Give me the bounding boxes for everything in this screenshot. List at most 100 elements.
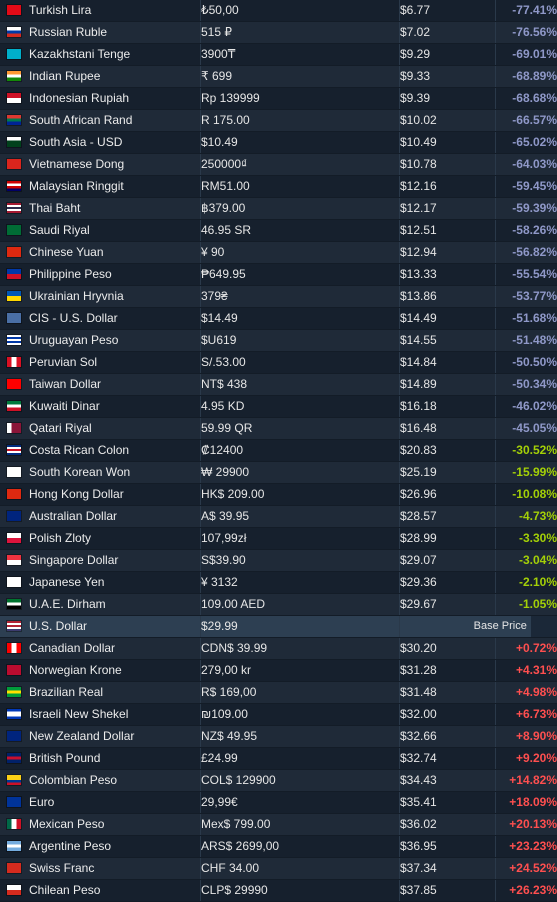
currency-name: Israeli New Shekel [29, 707, 128, 721]
price-difference: -10.08% [496, 484, 557, 506]
base-price-label: Base Price [470, 616, 532, 638]
currency-name: Taiwan Dollar [29, 377, 101, 391]
price-row: Thai Baht฿379.00$12.17-59.39% [0, 198, 557, 220]
price-difference: -30.52% [496, 440, 557, 462]
currency-name: CIS - U.S. Dollar [29, 311, 118, 325]
currency-name: Mexican Peso [29, 817, 104, 831]
usd-price: $30.20 [400, 638, 496, 660]
russia-flag-icon [7, 27, 21, 37]
price-difference: -58.26% [496, 220, 557, 242]
usd-price: $31.48 [400, 682, 496, 704]
kazakhstan-flag-icon [7, 49, 21, 59]
price-row: Uruguayan Peso$U619$14.55-51.48% [0, 330, 557, 352]
price-difference: -50.34% [496, 374, 557, 396]
usd-price: $12.51 [400, 220, 496, 242]
price-difference: +18.09% [496, 792, 557, 814]
local-price: $29.99 [201, 616, 400, 638]
currency-name: Polish Zloty [29, 531, 91, 545]
currency-cell: U.S. Dollar [0, 616, 201, 638]
currency-name: U.A.E. Dirham [29, 597, 106, 611]
price-difference: +0.72% [496, 638, 557, 660]
mexico-flag-icon [7, 819, 21, 829]
price-row: South Korean Won₩ 29900$25.19-15.99% [0, 462, 557, 484]
usd-price: $35.41 [400, 792, 496, 814]
currency-cell: South Korean Won [0, 462, 201, 484]
price-difference: -59.45% [496, 176, 557, 198]
costa-rica-flag-icon [7, 445, 21, 455]
price-difference: -1.05% [496, 594, 557, 616]
currency-name: Kuwaiti Dinar [29, 399, 100, 413]
currency-cell: Chinese Yuan [0, 242, 201, 264]
local-price: $U619 [201, 330, 400, 352]
hong-kong-flag-icon [7, 489, 21, 499]
currency-cell: Euro [0, 792, 201, 814]
chile-flag-icon [7, 885, 21, 895]
canada-flag-icon [7, 643, 21, 653]
usd-price: $6.77 [400, 0, 496, 22]
uae-flag-icon [7, 599, 21, 609]
price-difference: +14.82% [496, 770, 557, 792]
usd-price: $29.36 [400, 572, 496, 594]
currency-cell: Polish Zloty [0, 528, 201, 550]
usd-price: $10.49 [400, 132, 496, 154]
local-price: R$ 169,00 [201, 682, 400, 704]
singapore-flag-icon [7, 555, 21, 565]
price-row: Indian Rupee₹ 699$9.33-68.89% [0, 66, 557, 88]
usd-price: $29.67 [400, 594, 496, 616]
local-price: ₡12400 [201, 440, 400, 462]
currency-cell: Qatari Riyal [0, 418, 201, 440]
india-flag-icon [7, 71, 21, 81]
currency-cell: Israeli New Shekel [0, 704, 201, 726]
usd-price: $12.94 [400, 242, 496, 264]
currency-cell: Indian Rupee [0, 66, 201, 88]
currency-name: Indian Rupee [29, 69, 100, 83]
brazil-flag-icon [7, 687, 21, 697]
currency-cell: New Zealand Dollar [0, 726, 201, 748]
currency-cell: British Pound [0, 748, 201, 770]
usd-price: $14.55 [400, 330, 496, 352]
local-price: 4.95 KD [201, 396, 400, 418]
usd-price: $13.86 [400, 286, 496, 308]
currency-cell: Swiss Franc [0, 858, 201, 880]
ukraine-flag-icon [7, 291, 21, 301]
usd-price: $32.74 [400, 748, 496, 770]
local-price: 59.99 QR [201, 418, 400, 440]
price-difference: -46.02% [496, 396, 557, 418]
price-difference: -45.05% [496, 418, 557, 440]
price-difference: -77.41% [496, 0, 557, 22]
local-price: Rp 139999 [201, 88, 400, 110]
local-price: NZ$ 49.95 [201, 726, 400, 748]
local-price: 29,99€ [201, 792, 400, 814]
currency-cell: Taiwan Dollar [0, 374, 201, 396]
currency-name: Australian Dollar [29, 509, 117, 523]
cis-flag-icon [7, 313, 21, 323]
price-difference: +6.73% [496, 704, 557, 726]
usd-price: $26.96 [400, 484, 496, 506]
argentina-flag-icon [7, 841, 21, 851]
local-price: $10.49 [201, 132, 400, 154]
currency-name: Qatari Riyal [29, 421, 92, 435]
usd-price: $9.33 [400, 66, 496, 88]
price-difference: -3.30% [496, 528, 557, 550]
currency-name: South Korean Won [29, 465, 130, 479]
local-price: 3900₸ [201, 44, 400, 66]
local-price: 109.00 AED [201, 594, 400, 616]
price-difference: +23.23% [496, 836, 557, 858]
currency-cell: Argentine Peso [0, 836, 201, 858]
price-difference: +26.23% [496, 880, 557, 902]
price-difference: -55.54% [496, 264, 557, 286]
price-difference: -50.50% [496, 352, 557, 374]
